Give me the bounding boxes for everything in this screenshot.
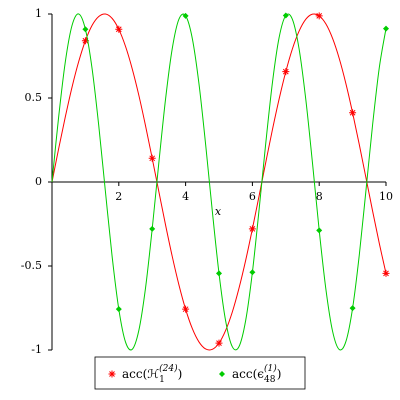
point-marker — [148, 154, 156, 162]
legend-label-part: 1 — [159, 375, 165, 385]
point-marker — [149, 225, 156, 232]
legend-label-part: ) — [178, 367, 183, 381]
y-tick-label: -1 — [31, 343, 42, 356]
point-marker — [282, 12, 289, 19]
legend-item: acc(ϵ(1) 48) — [219, 363, 281, 385]
point-marker — [315, 12, 323, 20]
legend-item: acc(ℋ(24) 1) — [108, 363, 182, 385]
point-marker — [216, 270, 222, 277]
legend-label-part: (24) — [159, 363, 178, 374]
x-axis-label: x — [215, 205, 222, 218]
y-tick-label: 0 — [35, 175, 42, 188]
point-marker — [115, 25, 123, 33]
point-marker — [182, 12, 189, 19]
x-tick-label: 6 — [249, 190, 256, 203]
legend-label: acc(ϵ(1) 48) — [232, 363, 281, 385]
y-tick-label: -0.5 — [21, 259, 42, 272]
point-marker — [382, 269, 390, 277]
point-marker — [383, 25, 389, 32]
point-marker — [215, 339, 223, 347]
point-marker — [81, 37, 89, 45]
point-marker — [349, 109, 357, 117]
point-marker — [182, 305, 190, 313]
legend-label-part: ) — [277, 367, 282, 381]
point-marker — [108, 370, 116, 378]
point-marker — [349, 305, 356, 312]
y-tick-label: 1 — [35, 7, 42, 20]
x-tick-label: 2 — [115, 190, 122, 203]
point-marker — [115, 306, 122, 313]
point-marker — [316, 227, 323, 234]
legend-label-part: (1) — [264, 363, 277, 374]
x-tick-label: 4 — [182, 190, 189, 203]
x-tick-label: 10 — [379, 190, 393, 203]
y-tick-label: 0.5 — [25, 91, 43, 104]
x-tick-label: 8 — [316, 190, 323, 203]
legend-box — [94, 356, 306, 390]
point-marker — [282, 68, 290, 76]
legend-label: acc(ℋ(24) 1) — [122, 363, 182, 385]
point-marker — [82, 26, 89, 33]
legend-label-part: acc(ϵ — [232, 367, 264, 381]
point-marker — [248, 225, 256, 233]
legend-label-part: acc(ℋ — [122, 367, 159, 381]
point-markers — [82, 12, 389, 313]
legend-label-part: 48 — [264, 375, 276, 385]
point-marker — [249, 269, 256, 276]
point-marker — [219, 371, 225, 377]
point-markers — [81, 12, 390, 347]
